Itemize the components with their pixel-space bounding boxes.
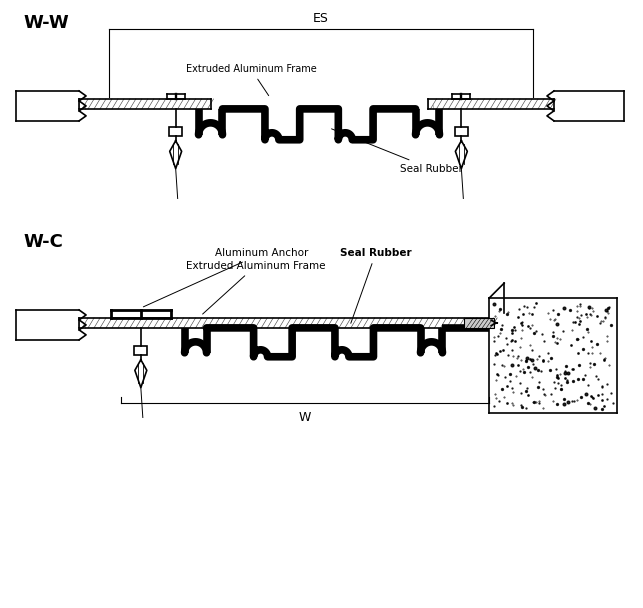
Bar bbox=[169, 127, 182, 136]
Text: Extruded Aluminum Frame: Extruded Aluminum Frame bbox=[186, 64, 316, 95]
Text: Aluminum Anchor: Aluminum Anchor bbox=[143, 248, 309, 307]
Bar bbox=[455, 127, 468, 136]
Text: W-W: W-W bbox=[23, 15, 69, 32]
Text: Seal Rubber: Seal Rubber bbox=[340, 248, 412, 323]
Text: W-C: W-C bbox=[23, 233, 63, 251]
Bar bbox=[464, 318, 494, 328]
Text: Seal Rubber: Seal Rubber bbox=[332, 129, 462, 174]
Bar bbox=[489, 298, 617, 412]
Text: W: W bbox=[299, 410, 311, 424]
Text: Extruded Aluminum Frame: Extruded Aluminum Frame bbox=[186, 261, 325, 314]
Bar bbox=[134, 346, 147, 354]
Text: ES: ES bbox=[313, 12, 329, 26]
